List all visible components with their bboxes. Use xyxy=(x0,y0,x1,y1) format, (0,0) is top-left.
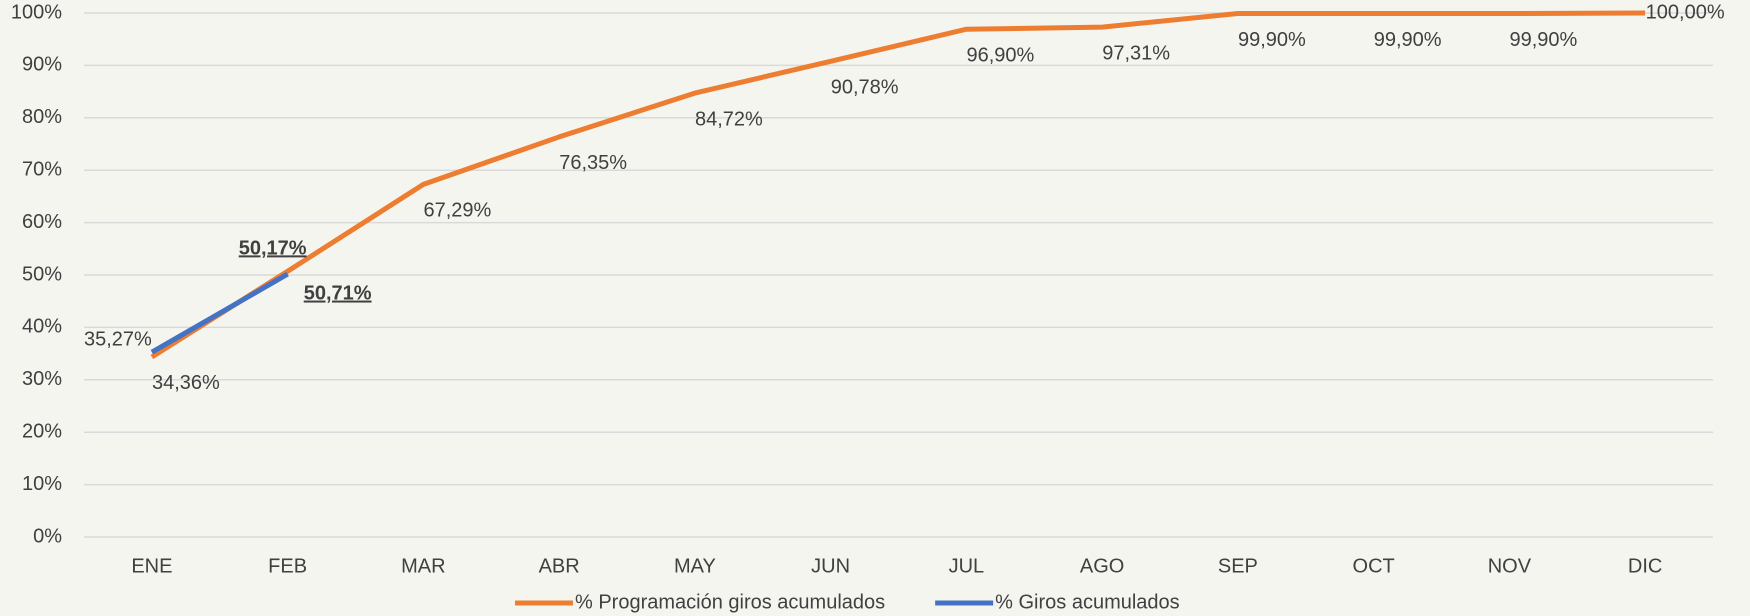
data-label: 34,36% xyxy=(152,372,220,394)
data-label: 99,90% xyxy=(1238,29,1306,51)
x-tick-label: AGO xyxy=(1080,555,1124,577)
x-tick-label: ENE xyxy=(131,555,172,577)
x-tick-label: DIC xyxy=(1628,555,1662,577)
y-tick-label: 0% xyxy=(33,525,62,547)
y-tick-label: 10% xyxy=(22,473,62,495)
x-tick-label: JUN xyxy=(811,555,850,577)
data-label: 96,90% xyxy=(966,45,1034,67)
data-label: 100,00% xyxy=(1646,1,1725,23)
data-label: 90,78% xyxy=(831,77,899,99)
y-tick-label: 30% xyxy=(22,368,62,390)
x-tick-label: JUL xyxy=(949,555,985,577)
data-label: 99,90% xyxy=(1374,29,1442,51)
data-label: 99,90% xyxy=(1509,29,1577,51)
y-tick-label: 60% xyxy=(22,211,62,233)
data-label: 35,27% xyxy=(84,328,152,350)
data-label: 97,31% xyxy=(1102,42,1170,64)
y-tick-label: 100% xyxy=(11,1,62,23)
y-tick-label: 90% xyxy=(22,54,62,76)
x-tick-label: MAR xyxy=(401,555,445,577)
y-tick-label: 70% xyxy=(22,158,62,180)
y-tick-label: 80% xyxy=(22,106,62,128)
x-tick-label: NOV xyxy=(1488,555,1532,577)
x-tick-label: SEP xyxy=(1218,555,1258,577)
legend: % Programación giros acumulados % Giros a… xyxy=(515,591,1180,613)
y-tick-label: 40% xyxy=(22,316,62,338)
legend-label: % Giros acumulados xyxy=(995,591,1180,613)
data-label: 67,29% xyxy=(423,200,491,222)
x-tick-label: MAY xyxy=(674,555,716,577)
series-line xyxy=(150,271,289,355)
data-label: 50,17% xyxy=(239,237,307,259)
data-label: 50,71% xyxy=(304,283,372,305)
y-tick-label: 20% xyxy=(22,420,62,442)
y-tick-label: 50% xyxy=(22,263,62,285)
data-label: 84,72% xyxy=(695,108,763,130)
series-line xyxy=(150,10,1646,360)
data-label: 76,35% xyxy=(559,152,627,174)
x-tick-label: ABR xyxy=(539,555,580,577)
legend-label: % Programación giros acumulados xyxy=(575,591,885,613)
x-tick-label: FEB xyxy=(268,555,307,577)
x-tick-label: OCT xyxy=(1353,555,1395,577)
